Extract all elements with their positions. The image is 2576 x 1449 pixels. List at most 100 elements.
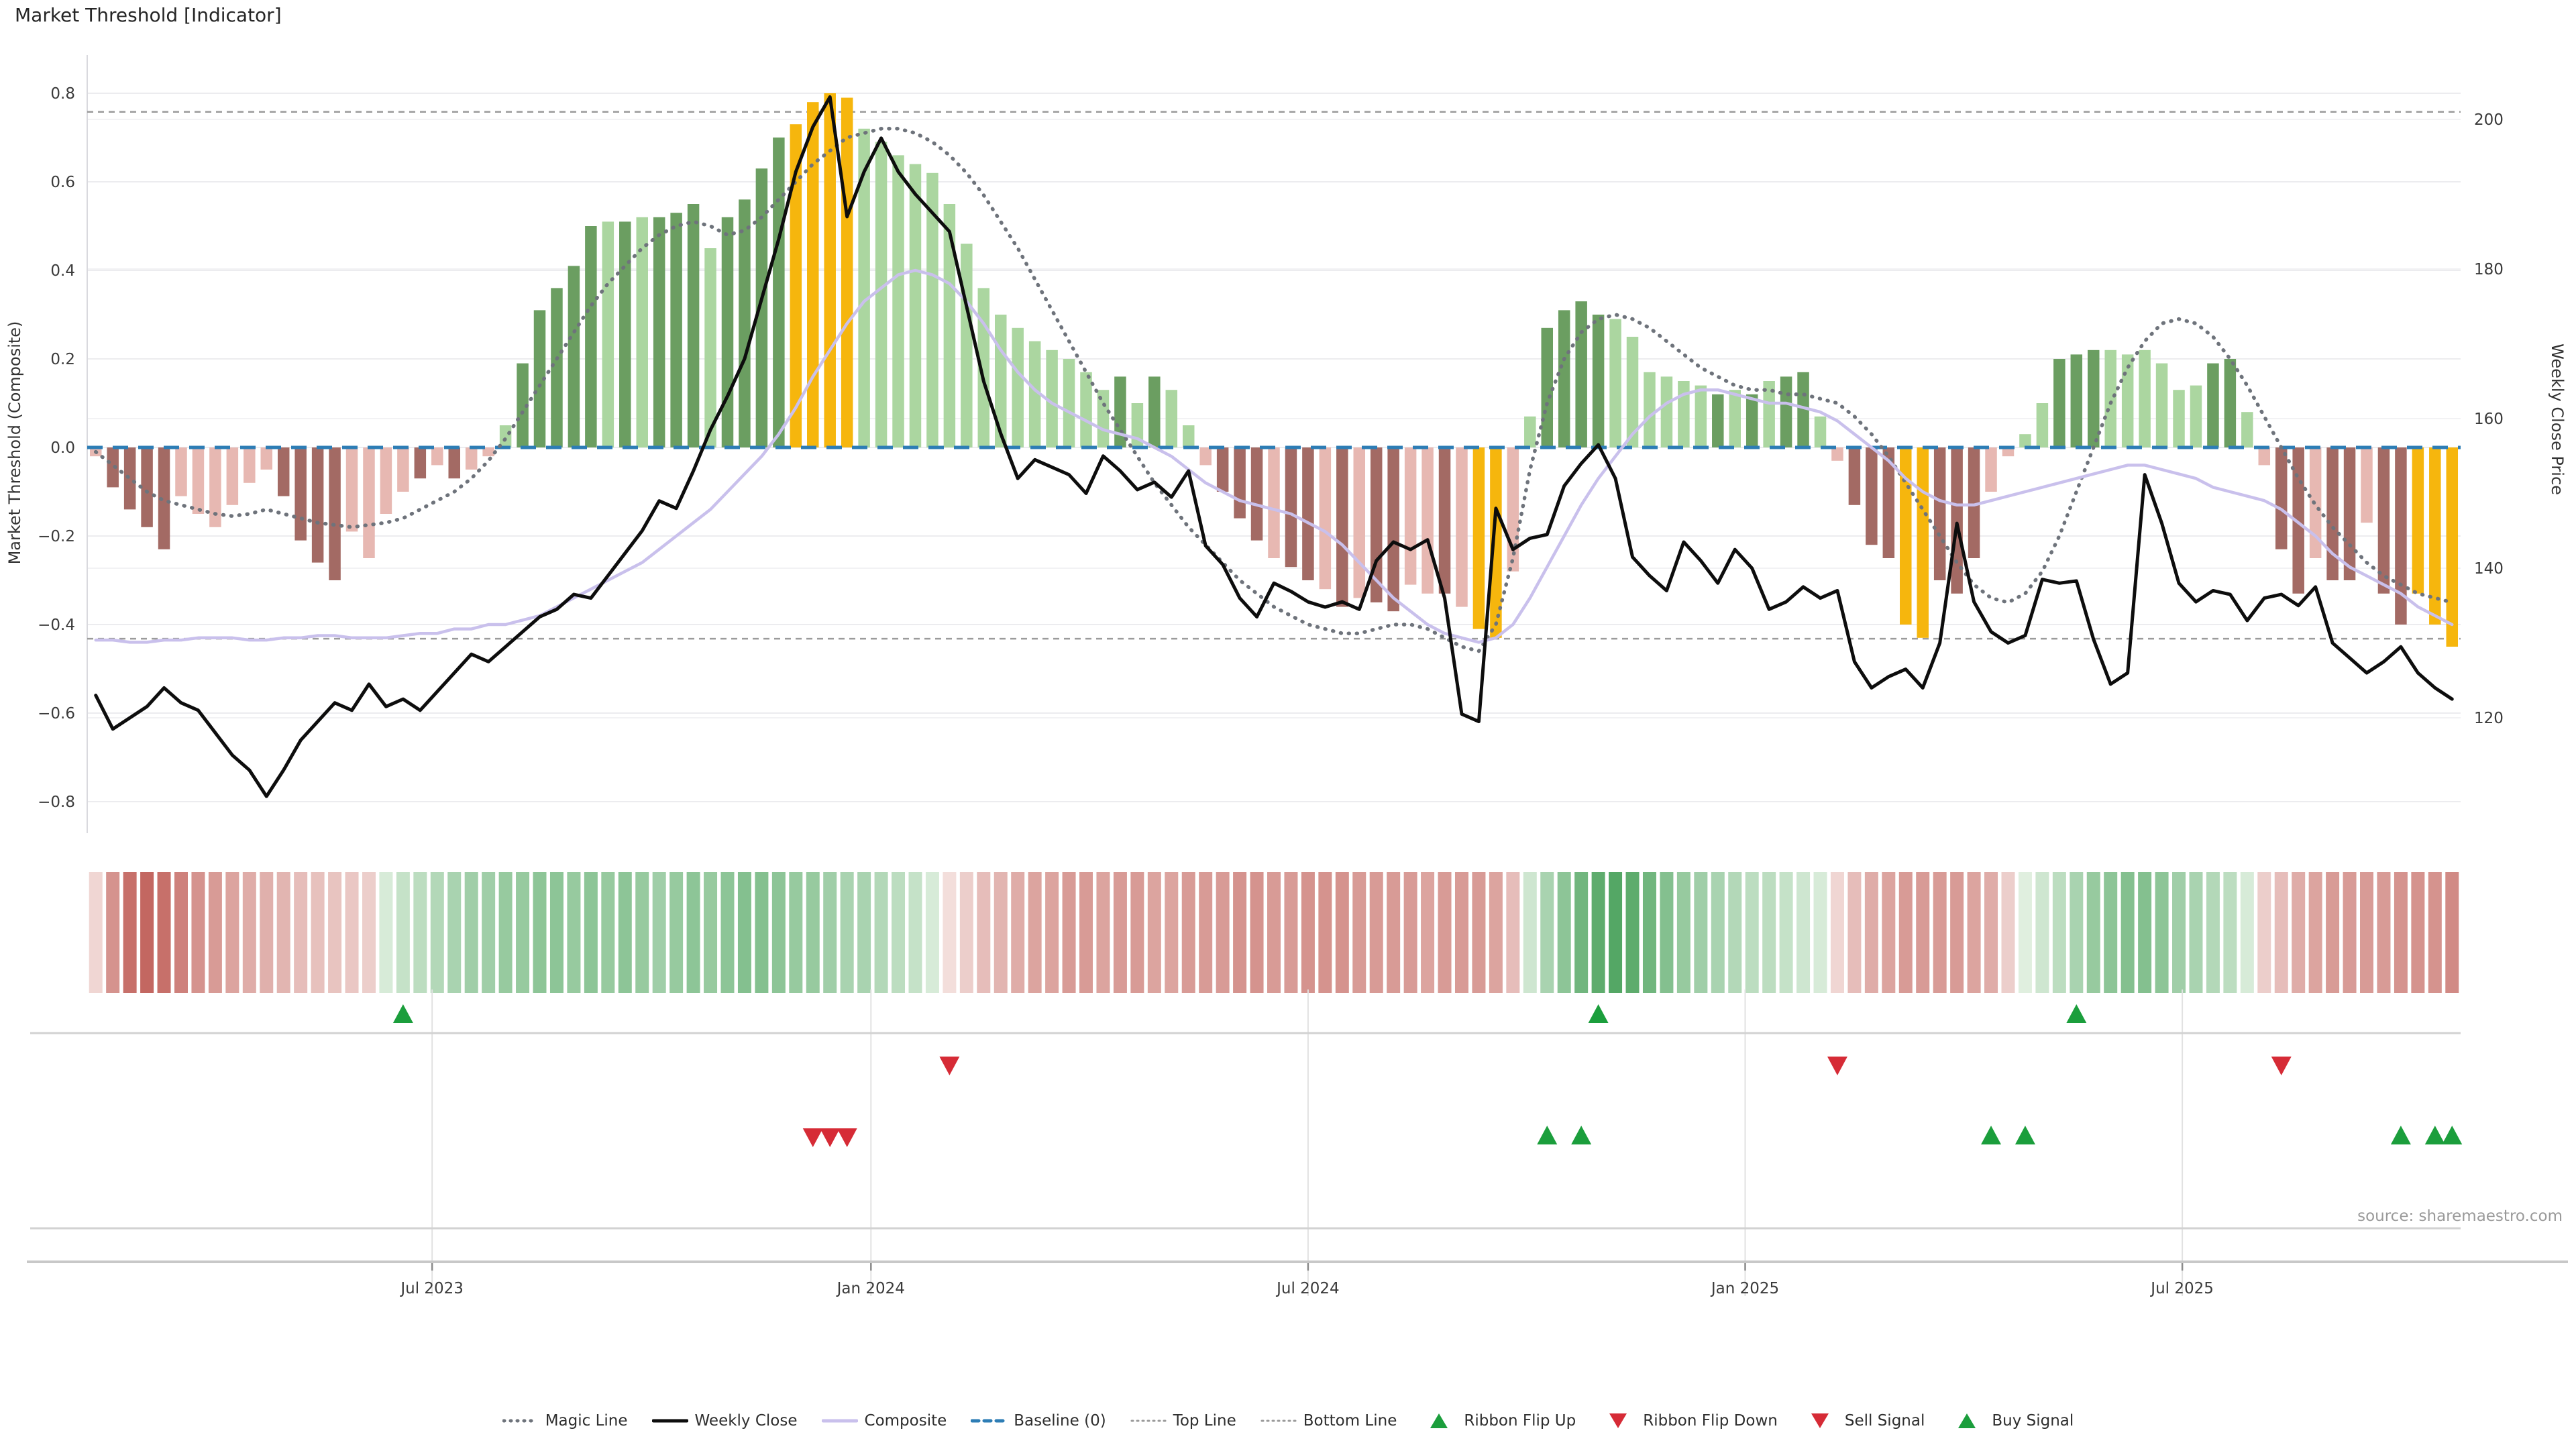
composite-bar <box>2377 447 2390 594</box>
ribbon-bar <box>2138 872 2152 993</box>
left-tick-label: 0.4 <box>50 262 75 280</box>
ribbon-bar <box>1933 872 1947 993</box>
legend-triangle-down-icon <box>1609 1413 1627 1428</box>
ribbon-bar <box>823 872 837 993</box>
ribbon-bar <box>2445 872 2459 993</box>
composite-bar <box>1985 447 1997 492</box>
ribbon-bar <box>1267 872 1281 993</box>
composite-bar <box>653 217 665 447</box>
legend-tri-down-icon <box>1811 1413 1829 1428</box>
ribbon-bar <box>1540 872 1554 993</box>
ribbon-bar <box>2240 872 2254 993</box>
composite-bar <box>2241 412 2253 447</box>
ribbon-bar <box>379 872 393 993</box>
ribbon-bar <box>2086 872 2100 993</box>
ribbon-bar <box>294 872 308 993</box>
ribbon-bar <box>1898 872 1913 993</box>
composite-bar <box>1046 350 1058 447</box>
composite-bar <box>943 204 956 447</box>
ribbon-bar <box>755 872 769 993</box>
composite-bar <box>2019 434 2031 447</box>
legend-item-label: Bottom Line <box>1303 1412 1397 1430</box>
composite-bar <box>2036 403 2049 447</box>
ribbon-bar <box>1199 872 1213 993</box>
composite-bar <box>277 447 290 496</box>
composite-bar <box>1404 447 1417 585</box>
ribbon-bar <box>1967 872 1981 993</box>
composite-bar <box>2121 354 2134 447</box>
left-tick-label: −0.8 <box>38 794 75 811</box>
ribbon-bar <box>362 872 376 993</box>
buy-signal-marker <box>1537 1126 1558 1144</box>
ribbon-bar <box>977 872 991 993</box>
right-tick-label: 120 <box>2474 710 2504 727</box>
ribbon-bar <box>1045 872 1059 993</box>
ribbon-bar <box>1421 872 1435 993</box>
ribbon-bar <box>1113 872 1127 993</box>
composite-bar <box>858 128 870 448</box>
ribbon-bar <box>1711 872 1725 993</box>
composite-bar <box>807 102 819 447</box>
ribbon-bar <box>1728 872 1742 993</box>
composite-bar <box>773 138 785 447</box>
composite-bar <box>2173 390 2185 447</box>
composite-line <box>94 268 2454 644</box>
legend-solid-icon <box>821 1419 858 1423</box>
ribbon-bar <box>1096 872 1110 993</box>
ribbon-bar <box>1591 872 1605 993</box>
composite-bar <box>704 248 716 447</box>
ribbon-bar <box>447 872 462 993</box>
composite-bar <box>1302 447 1314 580</box>
ribbon-bar <box>1779 872 1793 993</box>
composite-bar <box>158 447 170 549</box>
x-tick-label: Jan 2024 <box>836 1280 905 1297</box>
composite-bar <box>414 447 427 479</box>
composite-bar <box>1490 447 1502 638</box>
composite-bar <box>841 97 853 448</box>
ribbon-bar <box>2121 872 2135 993</box>
legend-item: Buy Signal <box>1949 1411 2074 1430</box>
page-title: Market Threshold [Indicator] <box>15 4 282 26</box>
ribbon-bar <box>1506 872 1520 993</box>
ribbon-bar <box>2360 872 2374 993</box>
legend-item: Sell Signal <box>1802 1411 1925 1430</box>
composite-bar <box>551 288 563 447</box>
ribbon-flip-down-marker <box>939 1057 960 1075</box>
ribbon-bar <box>1079 872 1093 993</box>
composite-bar <box>2224 359 2237 447</box>
ribbon-bar <box>704 872 718 993</box>
chart-legend: Magic Line Weekly Close Composite Baseline … <box>0 1411 2576 1430</box>
ribbon-bar <box>1625 872 1640 993</box>
composite-bar <box>1472 447 1485 629</box>
ribbon-bar <box>1301 872 1315 993</box>
ribbon-bar <box>174 872 188 993</box>
composite-bar <box>824 93 836 447</box>
ribbon-bar <box>2172 872 2186 993</box>
x-tick-label: Jul 2023 <box>399 1280 464 1297</box>
legend-item-label: Weekly Close <box>694 1412 798 1430</box>
ribbon-bar <box>720 872 735 993</box>
composite-bar <box>1917 447 1929 638</box>
ribbon-bar <box>1233 872 1247 993</box>
ribbon-bar <box>1489 872 1503 993</box>
ribbon-flip-up-marker <box>1588 1004 1609 1023</box>
composite-bar <box>892 155 904 447</box>
composite-bar <box>123 447 136 510</box>
legend-item-label: Ribbon Flip Down <box>1643 1412 1778 1430</box>
ribbon-bar <box>396 872 410 993</box>
composite-bar <box>739 199 751 447</box>
ribbon-bar <box>1181 872 1195 993</box>
ribbon-bar <box>601 872 615 993</box>
right-tick-label: 180 <box>2474 261 2504 278</box>
legend-item-label: Buy Signal <box>1992 1412 2074 1430</box>
composite-bar <box>2258 447 2271 466</box>
buy-signal-marker <box>2015 1126 2035 1144</box>
composite-bar <box>2190 385 2202 447</box>
legend-dotted-icon <box>502 1419 539 1423</box>
ribbon-bar <box>276 872 290 993</box>
composite-bar <box>482 447 494 457</box>
ribbon-bar <box>2394 872 2408 993</box>
composite-bar <box>1097 390 1110 447</box>
legend-item: Composite <box>821 1411 947 1430</box>
composite-bar <box>1199 447 1212 466</box>
